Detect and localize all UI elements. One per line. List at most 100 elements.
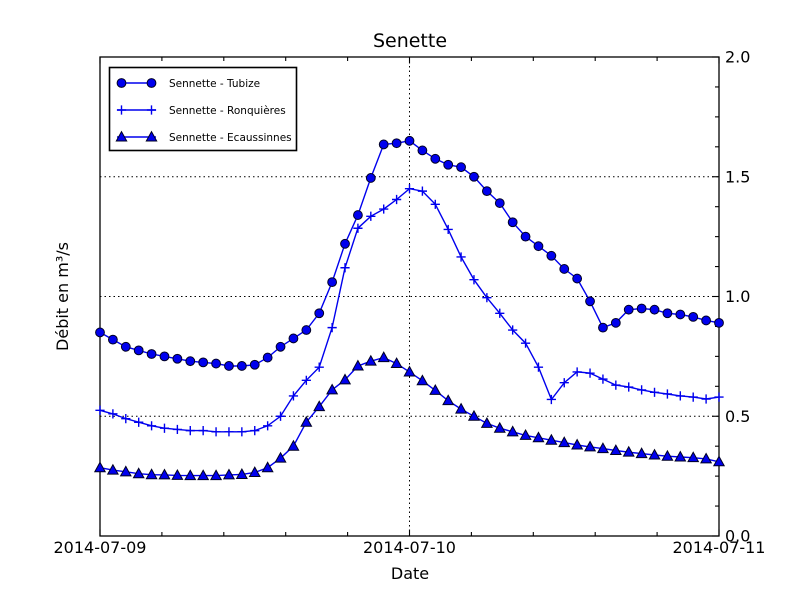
triangle-marker bbox=[145, 468, 158, 480]
plus-marker bbox=[211, 427, 221, 437]
plus-marker bbox=[116, 105, 127, 115]
circle-marker bbox=[585, 296, 595, 307]
triangle-marker bbox=[210, 469, 223, 481]
y-axis-tick-labels: 0.0 0.5 1.0 1.5 2.0 bbox=[725, 48, 750, 546]
circle-marker bbox=[116, 78, 127, 88]
triangle-marker bbox=[235, 468, 248, 479]
plus-marker bbox=[379, 204, 389, 214]
legend-item-label: Sennette - Ecaussinnes bbox=[169, 132, 292, 144]
triangle-marker bbox=[338, 373, 352, 385]
plus-marker bbox=[95, 405, 105, 415]
plus-marker bbox=[134, 417, 144, 427]
plus-marker bbox=[598, 374, 608, 384]
circle-marker bbox=[430, 153, 441, 164]
plus-marker bbox=[185, 426, 195, 436]
circle-marker bbox=[378, 139, 389, 150]
plus-marker bbox=[688, 392, 698, 402]
legend-item-plus: Sennette - Ronquières bbox=[116, 105, 286, 117]
triangle-marker bbox=[377, 351, 390, 363]
plus-marker bbox=[146, 421, 157, 431]
triangle-marker bbox=[480, 417, 493, 428]
plus-marker bbox=[121, 414, 131, 424]
series-sennette-tubize bbox=[95, 135, 724, 371]
triangle-marker bbox=[171, 468, 184, 480]
triangle-marker bbox=[145, 130, 158, 142]
legend-item-circle: Sennette - Tubize bbox=[116, 78, 260, 90]
triangle-marker bbox=[197, 469, 210, 481]
triangle-marker bbox=[596, 442, 609, 454]
circle-marker bbox=[353, 210, 363, 220]
circle-marker bbox=[623, 304, 634, 315]
circle-marker bbox=[701, 315, 712, 326]
legend: Sennette - Tubize Sennette - Ronquières Se… bbox=[108, 66, 298, 152]
triangle-marker bbox=[390, 357, 403, 369]
triangle-marker bbox=[558, 436, 571, 448]
plus-marker bbox=[482, 293, 492, 303]
plus-marker bbox=[611, 380, 621, 390]
plus-marker bbox=[520, 338, 531, 348]
plus-marker bbox=[417, 186, 427, 196]
x-axis-tick-labels: 2014-07-09 2014-07-10 2014-07-11 bbox=[54, 538, 766, 557]
axis-ticks bbox=[99, 56, 720, 537]
series-sennette-ronqui-res bbox=[95, 184, 724, 437]
circle-marker bbox=[211, 358, 221, 369]
circle-marker bbox=[481, 186, 492, 197]
triangle-marker bbox=[635, 447, 648, 459]
plus-marker bbox=[714, 392, 724, 402]
circle-marker bbox=[469, 171, 479, 182]
plus-marker bbox=[288, 391, 299, 401]
triangle-marker bbox=[442, 394, 455, 406]
triangle-marker bbox=[622, 445, 635, 457]
circle-marker bbox=[95, 327, 105, 338]
x-tick-label: 2014-07-09 bbox=[54, 538, 147, 557]
triangle-marker bbox=[300, 415, 313, 427]
circle-marker bbox=[391, 138, 402, 149]
circle-marker bbox=[675, 309, 686, 320]
y-tick-label: 2.0 bbox=[725, 48, 750, 67]
chart-title: Senette bbox=[373, 30, 447, 52]
x-axis-label: Date bbox=[391, 564, 429, 583]
plus-marker bbox=[404, 184, 415, 194]
triangle-marker bbox=[455, 402, 468, 414]
circle-marker bbox=[559, 264, 570, 274]
triangle-marker bbox=[364, 354, 377, 366]
plus-marker bbox=[533, 362, 544, 372]
plus-marker bbox=[559, 378, 569, 388]
circle-marker bbox=[494, 198, 505, 208]
plus-marker bbox=[546, 394, 556, 405]
circle-marker bbox=[146, 78, 157, 88]
triangle-marker bbox=[467, 409, 481, 421]
triangle-marker bbox=[506, 425, 519, 437]
plus-marker bbox=[327, 323, 337, 333]
x-tick-label: 2014-07-10 bbox=[363, 538, 456, 557]
plus-marker bbox=[662, 389, 673, 399]
plus-marker bbox=[585, 368, 595, 378]
triangle-marker bbox=[429, 383, 442, 395]
plus-marker bbox=[301, 375, 311, 385]
circle-marker bbox=[314, 308, 325, 319]
circle-marker bbox=[340, 238, 350, 249]
triangle-marker bbox=[158, 468, 171, 480]
triangle-marker bbox=[661, 449, 674, 461]
circle-marker bbox=[572, 273, 583, 284]
plus-marker bbox=[108, 409, 118, 419]
triangle-marker bbox=[119, 465, 132, 477]
plus-marker bbox=[146, 105, 157, 115]
triangle-marker bbox=[261, 461, 274, 473]
circle-marker bbox=[224, 361, 234, 371]
triangle-marker bbox=[687, 451, 700, 463]
y-tick-label: 1.0 bbox=[725, 287, 750, 306]
triangle-marker bbox=[106, 463, 119, 475]
triangle-marker bbox=[287, 439, 300, 451]
triangle-marker bbox=[519, 428, 532, 440]
plus-marker bbox=[366, 211, 376, 221]
plus-marker bbox=[675, 391, 685, 401]
circle-marker bbox=[236, 361, 247, 371]
triangle-marker bbox=[493, 421, 506, 433]
triangle-marker bbox=[532, 431, 545, 443]
circle-marker bbox=[662, 308, 673, 319]
triangle-marker bbox=[674, 450, 687, 462]
plus-marker bbox=[314, 362, 324, 372]
plus-marker bbox=[172, 424, 182, 435]
